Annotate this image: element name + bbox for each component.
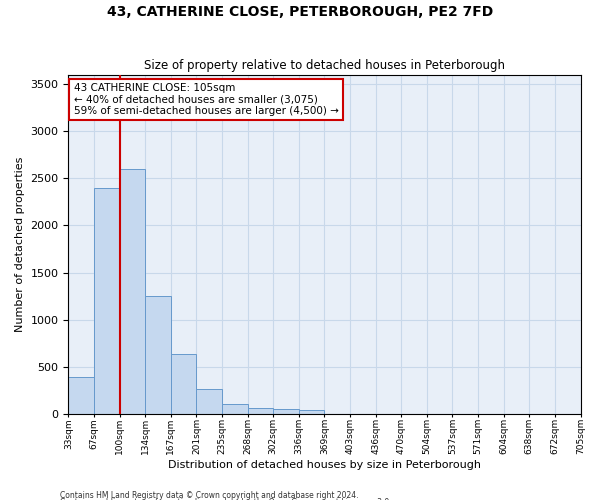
Bar (299, 410, 325, 414)
Text: 43 CATHERINE CLOSE: 105sqm
← 40% of detached houses are smaller (3,075)
59% of s: 43 CATHERINE CLOSE: 105sqm ← 40% of deta… (74, 83, 338, 116)
Bar (196, 390, 222, 414)
Y-axis label: Number of detached properties: Number of detached properties (15, 156, 25, 332)
Bar (171, 354, 196, 414)
Bar (94, 188, 119, 414)
Bar (68, 377, 94, 414)
Bar (273, 408, 299, 414)
Bar (145, 296, 171, 414)
Title: Size of property relative to detached houses in Peterborough: Size of property relative to detached ho… (144, 59, 505, 72)
Bar (248, 408, 273, 414)
Text: Contains public sector information licensed under the Open Government Licence v3: Contains public sector information licen… (60, 498, 392, 500)
Text: 43, CATHERINE CLOSE, PETERBOROUGH, PE2 7FD: 43, CATHERINE CLOSE, PETERBOROUGH, PE2 7… (107, 5, 493, 19)
X-axis label: Distribution of detached houses by size in Peterborough: Distribution of detached houses by size … (168, 460, 481, 470)
Bar (119, 169, 145, 414)
Text: Contains HM Land Registry data © Crown copyright and database right 2024.: Contains HM Land Registry data © Crown c… (60, 490, 359, 500)
Bar (222, 404, 248, 414)
